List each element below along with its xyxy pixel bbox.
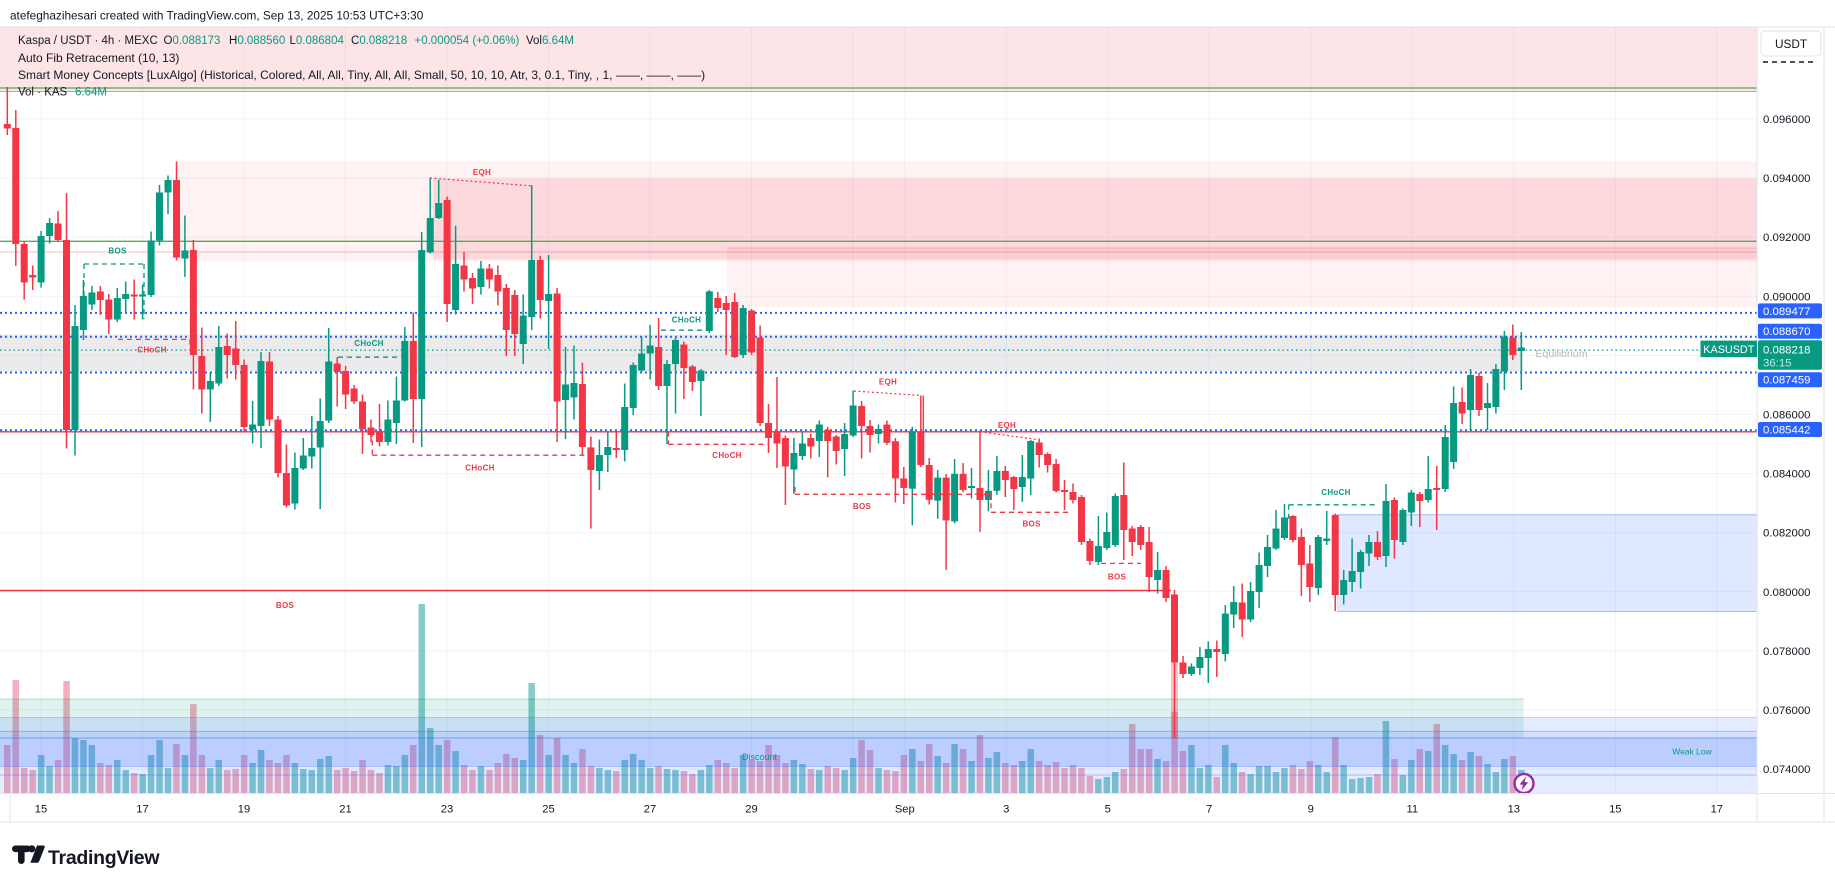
svg-text:0.080000: 0.080000 — [1763, 587, 1811, 599]
svg-text:BOS: BOS — [853, 502, 872, 511]
svg-text:EQH: EQH — [879, 378, 897, 387]
svg-text:Auto Fib Retracement (10, 13): Auto Fib Retracement (10, 13) — [18, 51, 179, 65]
svg-text:CHoCH: CHoCH — [672, 316, 702, 325]
svg-text:9: 9 — [1308, 804, 1314, 816]
svg-text:CHoCH: CHoCH — [712, 451, 742, 460]
svg-text:29: 29 — [745, 804, 757, 816]
svg-text:EQH: EQH — [473, 168, 491, 177]
svg-text:CHoCH: CHoCH — [354, 339, 384, 348]
svg-text:0.088670: 0.088670 — [1763, 326, 1811, 338]
svg-text:0.076000: 0.076000 — [1763, 705, 1811, 717]
svg-text:7: 7 — [1206, 804, 1212, 816]
svg-text:EQH: EQH — [998, 421, 1016, 430]
svg-text:Sep: Sep — [895, 804, 915, 816]
svg-text:11: 11 — [1406, 804, 1418, 816]
svg-text:19: 19 — [238, 804, 250, 816]
svg-text:Weak Low: Weak Low — [1672, 747, 1712, 757]
svg-text:BOS: BOS — [108, 247, 127, 256]
svg-text:0.084000: 0.084000 — [1763, 469, 1811, 481]
svg-text:0.085442: 0.085442 — [1763, 425, 1811, 437]
svg-text:0.096000: 0.096000 — [1763, 114, 1811, 126]
svg-text:BOS: BOS — [1108, 573, 1127, 582]
svg-text:0.074000: 0.074000 — [1763, 764, 1811, 776]
svg-text:CHoCH: CHoCH — [137, 346, 167, 355]
svg-text:17: 17 — [1711, 804, 1723, 816]
svg-text:Vol · KAS 6.64M: Vol · KAS 6.64M — [18, 87, 107, 99]
svg-text:0.089477: 0.089477 — [1763, 306, 1811, 318]
svg-text:USDT: USDT — [1775, 37, 1807, 51]
svg-text:0.092000: 0.092000 — [1763, 232, 1811, 244]
svg-text:27: 27 — [644, 804, 656, 816]
svg-text:BOS: BOS — [276, 601, 295, 610]
svg-text:0.087459: 0.087459 — [1763, 375, 1811, 387]
svg-text:25: 25 — [542, 804, 554, 816]
svg-text:36:15: 36:15 — [1763, 358, 1792, 370]
svg-text:CHoCH: CHoCH — [465, 464, 495, 473]
svg-text:0.086000: 0.086000 — [1763, 410, 1811, 422]
svg-text:0.090000: 0.090000 — [1763, 291, 1811, 303]
svg-text:Discount: Discount — [742, 752, 778, 762]
svg-text:Smart Money Concepts [LuxAlgo]: Smart Money Concepts [LuxAlgo] (Historic… — [18, 68, 705, 82]
svg-text:Equilibrium: Equilibrium — [1536, 348, 1588, 360]
svg-text:5: 5 — [1105, 804, 1111, 816]
svg-text:TradingView: TradingView — [48, 847, 160, 869]
svg-text:13: 13 — [1508, 804, 1520, 816]
svg-text:3: 3 — [1003, 804, 1009, 816]
svg-text:21: 21 — [339, 804, 351, 816]
svg-text:0.082000: 0.082000 — [1763, 528, 1811, 540]
svg-text:0.078000: 0.078000 — [1763, 646, 1811, 658]
svg-text:atefeghazihesari created with: atefeghazihesari created with TradingVie… — [10, 9, 424, 23]
svg-text:17: 17 — [136, 804, 148, 816]
svg-text:KASUSDT: KASUSDT — [1703, 344, 1754, 356]
svg-text:23: 23 — [441, 804, 453, 816]
svg-text:CHoCH: CHoCH — [1321, 488, 1351, 497]
svg-text:15: 15 — [1609, 804, 1621, 816]
svg-text:15: 15 — [35, 804, 47, 816]
svg-text:0.088218: 0.088218 — [1763, 345, 1811, 357]
svg-text:0.094000: 0.094000 — [1763, 173, 1811, 185]
svg-text:BOS: BOS — [1022, 520, 1041, 529]
